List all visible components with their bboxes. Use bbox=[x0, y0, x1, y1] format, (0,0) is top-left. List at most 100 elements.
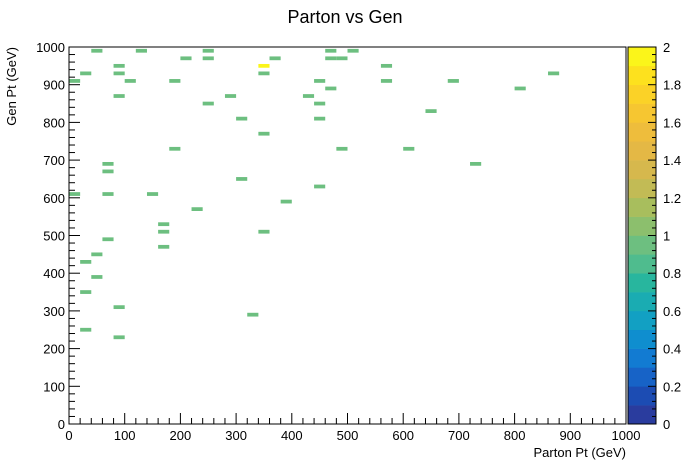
x-tick-label: 200 bbox=[170, 428, 192, 443]
heatmap-cell bbox=[224, 94, 237, 98]
heatmap-cell bbox=[180, 56, 192, 61]
y-tick-label: 1000 bbox=[36, 40, 65, 55]
x-tick-label: 900 bbox=[559, 428, 581, 443]
color-scale-swatch bbox=[628, 329, 656, 349]
color-scale-swatch bbox=[628, 292, 656, 312]
heatmap-cell bbox=[102, 237, 114, 242]
heatmap-cell bbox=[158, 244, 170, 249]
heatmap-cell bbox=[314, 79, 326, 83]
heatmap-cell bbox=[69, 79, 81, 83]
color-scale-swatch bbox=[628, 386, 656, 406]
heatmap-cell bbox=[102, 169, 114, 174]
color-scale-tick-label: 0.6 bbox=[663, 304, 681, 319]
heatmap-cell bbox=[113, 305, 125, 310]
heatmap-cell bbox=[202, 48, 214, 53]
color-scale-tick-label: 1.4 bbox=[663, 153, 681, 168]
heatmap-cell bbox=[258, 71, 270, 76]
heatmap-cell bbox=[169, 146, 181, 151]
x-tick-label: 1000 bbox=[612, 428, 641, 443]
color-scale-tick-label: 0.2 bbox=[663, 379, 681, 394]
heatmap-cell bbox=[113, 94, 125, 98]
y-axis: 0 100 200 300 400 500 600 700 800 900 1000 bbox=[36, 40, 80, 432]
x-tick-label: 700 bbox=[448, 428, 470, 443]
x-tick-label: 800 bbox=[504, 428, 526, 443]
y-axis-label: Gen Pt (GeV) bbox=[4, 47, 19, 126]
color-scale-swatch bbox=[628, 367, 656, 387]
y-tick-label: 600 bbox=[43, 191, 65, 206]
color-scale-swatch bbox=[628, 235, 656, 255]
heatmap-cell bbox=[302, 94, 315, 98]
x-axis-label: Parton Pt (GeV) bbox=[534, 445, 626, 460]
heatmap-cell bbox=[514, 86, 526, 91]
color-scale-swatch bbox=[628, 178, 656, 199]
color-scale-swatch bbox=[628, 141, 656, 161]
heatmap-cell bbox=[258, 131, 270, 136]
color-scale-tick-label: 1.8 bbox=[663, 78, 681, 93]
color-scale-tick-label: 0.4 bbox=[663, 342, 681, 357]
color-scale-tick-label: 0 bbox=[663, 417, 670, 432]
heatmap-cell bbox=[314, 101, 326, 106]
x-tick-label: 600 bbox=[392, 428, 414, 443]
x-axis: 0 100 200 300 400 500 600 700 800 900 1000 bbox=[65, 413, 640, 443]
y-tick-label: 100 bbox=[43, 379, 65, 394]
x-tick-label: 100 bbox=[114, 428, 136, 443]
y-tick-label: 200 bbox=[43, 342, 65, 357]
heatmap-cell bbox=[470, 161, 482, 166]
x-tick-label: 0 bbox=[65, 428, 72, 443]
color-scale-swatch bbox=[628, 216, 656, 236]
heatmap-cell bbox=[191, 207, 203, 211]
x-tick-label: 400 bbox=[281, 428, 303, 443]
heatmap-cell bbox=[91, 275, 103, 279]
heatmap-cell bbox=[113, 71, 125, 76]
heatmap-cell bbox=[548, 71, 560, 76]
heatmap-cell bbox=[336, 56, 348, 61]
heatmap-cells bbox=[69, 48, 560, 340]
x-tick-label: 500 bbox=[337, 428, 359, 443]
y-tick-label: 500 bbox=[43, 229, 65, 244]
heatmap-cell bbox=[403, 146, 415, 151]
color-scale-tick-label: 2 bbox=[663, 40, 670, 55]
heatmap-cell bbox=[447, 79, 459, 83]
heatmap-cell bbox=[380, 79, 393, 83]
chart-title: Parton vs Gen bbox=[287, 7, 402, 27]
color-scale-tick-label: 1.2 bbox=[663, 191, 681, 206]
heatmap-cell bbox=[236, 116, 248, 121]
heatmap-cell bbox=[202, 101, 214, 106]
heatmap-cell bbox=[336, 146, 348, 151]
color-scale-tick-label: 0.8 bbox=[663, 266, 681, 281]
heatmap-cell bbox=[69, 192, 81, 196]
heatmap-cell bbox=[91, 48, 103, 53]
heatmap-cell bbox=[325, 56, 337, 61]
heatmap-cell bbox=[236, 177, 248, 181]
heatmap-cell bbox=[135, 48, 147, 53]
color-scale-tick-label: 1 bbox=[663, 229, 670, 244]
heatmap-cell bbox=[102, 192, 114, 196]
y-tick-label: 0 bbox=[58, 417, 65, 432]
color-scale-tick-label: 1.6 bbox=[663, 115, 681, 130]
heatmap-cell bbox=[380, 63, 393, 68]
color-scale-swatch bbox=[628, 84, 656, 104]
y-tick-label: 800 bbox=[43, 115, 65, 130]
color-scale-bar: 0 0.2 0.4 0.6 0.8 1 1.2 1.4 1.6 1.8 2 bbox=[627, 40, 681, 432]
heatmap-cell bbox=[258, 63, 270, 68]
color-scale-swatch bbox=[628, 254, 656, 274]
heatmap-cell bbox=[158, 222, 170, 227]
color-scale-swatch bbox=[628, 122, 656, 142]
heatmap-cell bbox=[325, 48, 337, 53]
y-tick-label: 900 bbox=[43, 78, 65, 93]
heatmap-cell bbox=[425, 109, 437, 113]
color-scale-swatch bbox=[628, 310, 656, 331]
heatmap-cell bbox=[80, 260, 92, 264]
color-scale-swatch bbox=[628, 103, 656, 123]
heatmap-cell bbox=[258, 229, 270, 234]
heatmap-cell bbox=[347, 48, 359, 53]
heatmap-cell bbox=[146, 192, 159, 196]
heatmap-cell bbox=[113, 335, 125, 340]
heatmap-cell bbox=[80, 327, 92, 332]
heatmap-cell bbox=[280, 199, 292, 204]
heatmap-cell bbox=[169, 79, 181, 83]
heatmap-cell bbox=[202, 56, 214, 61]
heatmap-cell bbox=[124, 79, 136, 83]
y-tick-label: 300 bbox=[43, 304, 65, 319]
